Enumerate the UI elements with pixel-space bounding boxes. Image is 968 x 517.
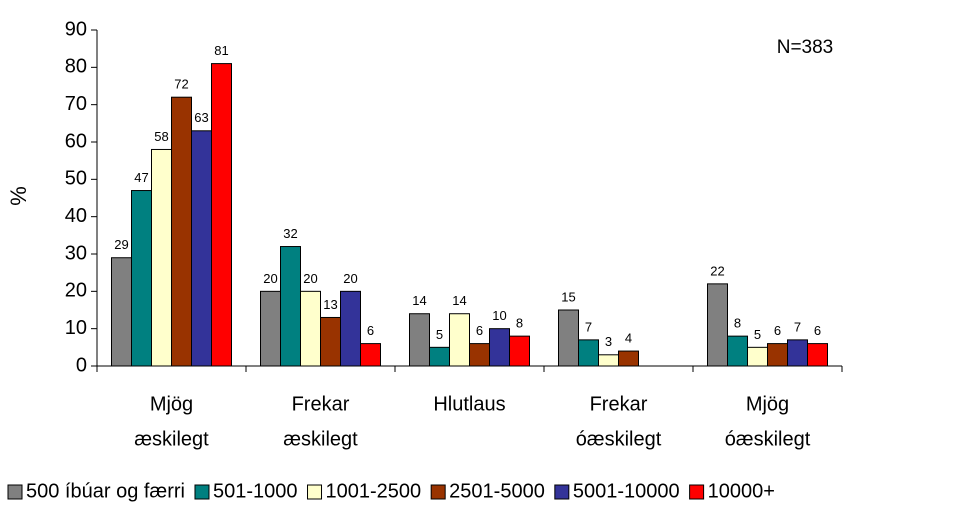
legend-swatch <box>7 484 23 500</box>
bar <box>131 190 152 367</box>
data-label: 7 <box>794 319 801 334</box>
x-tick-label: Mjög <box>746 393 789 415</box>
bar <box>787 339 808 367</box>
data-label: 20 <box>263 271 277 286</box>
legend-label: 2501-5000 <box>449 480 545 502</box>
bar <box>111 257 132 367</box>
legend-label: 10000+ <box>708 480 775 502</box>
data-label: 20 <box>303 271 317 286</box>
legend-label: 500 íbúar og færri <box>26 480 185 502</box>
legend-swatch <box>554 484 570 500</box>
data-label: 6 <box>774 323 781 338</box>
data-label: 6 <box>476 323 483 338</box>
data-label: 22 <box>710 263 724 278</box>
data-label: 5 <box>754 327 761 342</box>
x-tick-label: Frekar <box>292 393 350 415</box>
data-label: 7 <box>585 319 592 334</box>
x-tick-label: Hlutlaus <box>433 393 505 415</box>
bar <box>151 148 172 367</box>
data-label: 14 <box>412 293 426 308</box>
data-label: 63 <box>194 110 208 125</box>
bar <box>300 290 321 367</box>
x-tick-label: Mjög <box>150 393 193 415</box>
bar <box>429 346 450 367</box>
data-label: 13 <box>323 297 337 312</box>
data-label: 5 <box>436 327 443 342</box>
bar <box>360 343 381 367</box>
legend-swatch <box>689 484 705 500</box>
bar <box>320 316 341 367</box>
data-label: 58 <box>154 129 168 144</box>
bar <box>191 130 212 367</box>
x-tick-label: æskilegt <box>134 428 209 450</box>
bar <box>171 96 192 367</box>
data-label: 15 <box>561 289 575 304</box>
bar <box>449 313 470 367</box>
data-label: 6 <box>367 323 374 338</box>
bar <box>578 339 599 367</box>
data-label: 4 <box>625 331 632 346</box>
legend-label: 501-1000 <box>213 480 298 502</box>
legend-swatch <box>194 484 210 500</box>
data-label: 6 <box>814 323 821 338</box>
y-tick-label: 40 <box>65 205 87 227</box>
data-label: 20 <box>343 271 357 286</box>
y-tick-label: 50 <box>65 168 87 190</box>
data-label: 8 <box>734 316 741 331</box>
bar <box>260 290 281 367</box>
legend-label: 1001-2500 <box>326 480 422 502</box>
data-label: 47 <box>134 170 148 185</box>
bar <box>469 343 490 367</box>
y-tick-label: 80 <box>65 56 87 78</box>
bar <box>598 354 619 367</box>
bar <box>807 343 828 367</box>
y-tick-label: 30 <box>65 242 87 264</box>
y-tick-label: 20 <box>65 280 87 302</box>
bar <box>509 335 530 367</box>
data-label: 72 <box>174 77 188 92</box>
bar <box>211 63 232 367</box>
data-label: 81 <box>214 43 228 58</box>
y-axis-label: % <box>6 186 31 206</box>
data-label: 10 <box>492 308 506 323</box>
bar <box>618 350 639 367</box>
annotation: N=383 <box>777 37 834 58</box>
y-tick-label: 60 <box>65 130 87 152</box>
bar <box>489 328 510 367</box>
bar <box>747 346 768 367</box>
x-tick-label: óæskilegt <box>576 428 662 450</box>
y-tick-label: 10 <box>65 317 87 339</box>
bar <box>340 290 361 367</box>
data-label: 14 <box>452 293 466 308</box>
bar <box>707 283 728 367</box>
legend-label: 5001-10000 <box>573 480 680 502</box>
legend-swatch <box>430 484 446 500</box>
y-tick-label: 90 <box>65 18 87 40</box>
bar <box>558 309 579 367</box>
bar <box>409 313 430 367</box>
data-label: 29 <box>114 237 128 252</box>
bar <box>280 246 301 367</box>
data-label: 32 <box>283 226 297 241</box>
x-tick-label: Frekar <box>590 393 648 415</box>
legend-swatch <box>307 484 323 500</box>
x-tick-label: æskilegt <box>283 428 358 450</box>
y-tick-label: 70 <box>65 93 87 115</box>
bar <box>727 335 748 367</box>
y-tick-label: 0 <box>76 354 87 376</box>
bar <box>767 343 788 367</box>
data-label: 3 <box>605 334 612 349</box>
x-tick-label: óæskilegt <box>725 428 811 450</box>
data-label: 8 <box>516 316 523 331</box>
